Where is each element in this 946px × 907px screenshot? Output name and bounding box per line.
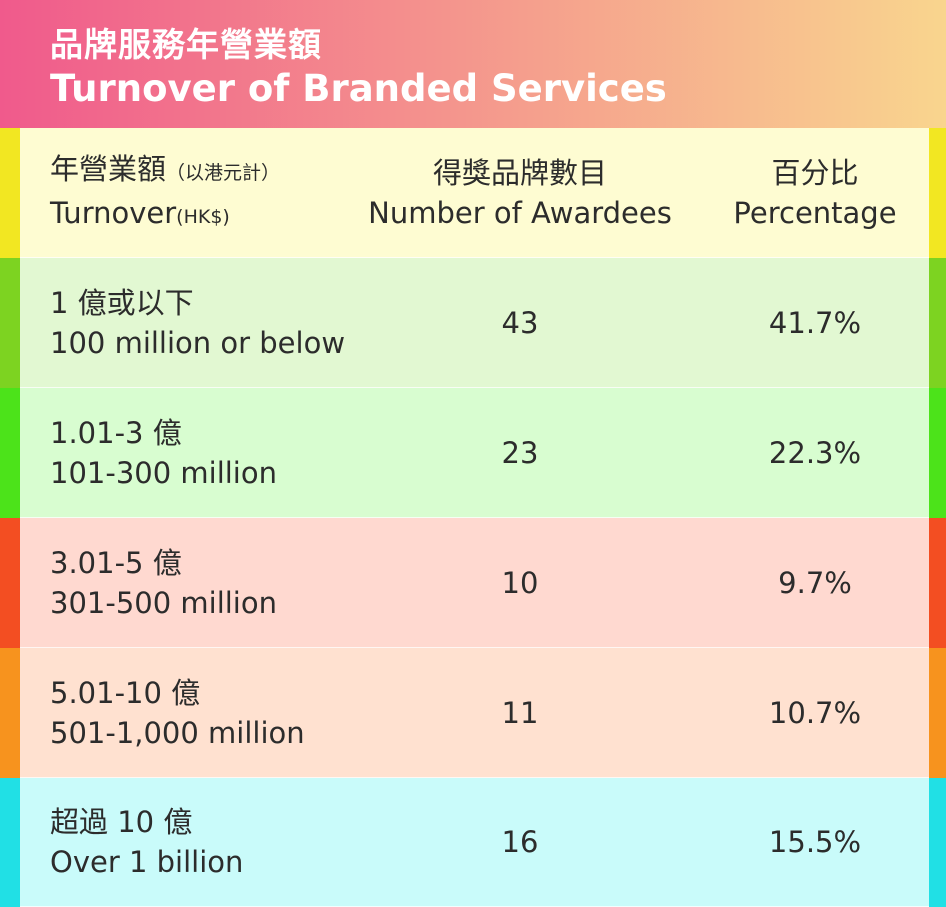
column-header-awardees: 得獎品牌數目 Number of Awardees bbox=[350, 128, 690, 257]
title-banner: 品牌服務年營業額 Turnover of Branded Services bbox=[0, 0, 946, 128]
turnover-range-zh: 超過 10 億 bbox=[50, 805, 193, 839]
turnover-range-cell: 1.01-3 億 101-300 million bbox=[50, 388, 380, 517]
table-row: 超過 10 億 Over 1 billion 16 15.5% bbox=[0, 778, 946, 907]
table-row: 1.01-3 億 101-300 million 23 22.3% bbox=[0, 388, 946, 518]
column-header-percentage-en: Percentage bbox=[733, 195, 897, 230]
turnover-range-en: 501-1,000 million bbox=[50, 715, 305, 750]
row-background: 超過 10 億 Over 1 billion 16 15.5% bbox=[20, 778, 929, 907]
title-english: Turnover of Branded Services bbox=[50, 67, 667, 110]
table-row: 1 億或以下 100 million or below 43 41.7% bbox=[0, 258, 946, 388]
awardee-count-cell: 10 bbox=[350, 518, 690, 647]
row-background: 3.01-5 億 301-500 million 10 9.7% bbox=[20, 518, 929, 648]
percentage-value: 41.7% bbox=[768, 305, 862, 340]
awardee-count: 10 bbox=[501, 565, 539, 600]
turnover-range-cell: 5.01-10 億 501-1,000 million bbox=[50, 648, 380, 777]
row-accent-left bbox=[0, 648, 20, 778]
column-header-turnover-zh-note: （以港元計） bbox=[166, 161, 281, 184]
row-background: 5.01-10 億 501-1,000 million 11 10.7% bbox=[20, 648, 929, 778]
row-accent-right bbox=[929, 518, 946, 648]
column-header-turnover-en: Turnover bbox=[50, 195, 177, 230]
awardee-count-cell: 23 bbox=[350, 388, 690, 517]
turnover-range-zh: 3.01-5 億 bbox=[50, 545, 182, 580]
row-accent-right bbox=[929, 388, 946, 518]
row-background: 1.01-3 億 101-300 million 23 22.3% bbox=[20, 388, 929, 518]
turnover-range-cell: 1 億或以下 100 million or below bbox=[50, 258, 380, 387]
column-header-percentage: 百分比 Percentage bbox=[700, 128, 930, 257]
awardee-count: 11 bbox=[501, 695, 539, 730]
row-accent-right bbox=[929, 128, 946, 258]
turnover-range-cell: 超過 10 億 Over 1 billion bbox=[50, 778, 380, 906]
turnover-range-en: 101-300 million bbox=[50, 455, 277, 490]
row-accent-left bbox=[0, 128, 20, 258]
column-header-awardees-zh: 得獎品牌數目 bbox=[432, 155, 607, 190]
percentage-cell: 22.3% bbox=[700, 388, 930, 517]
awardee-count: 43 bbox=[501, 305, 539, 340]
column-header-turnover-en-note: (HK$) bbox=[176, 205, 230, 228]
table-row: 5.01-10 億 501-1,000 million 11 10.7% bbox=[0, 648, 946, 778]
awardee-count: 23 bbox=[501, 435, 539, 470]
row-accent-left bbox=[0, 258, 20, 388]
row-accent-left bbox=[0, 518, 20, 648]
column-header-turnover-zh: 年營業額 bbox=[50, 151, 167, 186]
column-header-awardees-en: Number of Awardees bbox=[368, 195, 672, 230]
turnover-range-zh: 5.01-10 億 bbox=[50, 675, 201, 710]
percentage-cell: 41.7% bbox=[700, 258, 930, 387]
percentage-value: 22.3% bbox=[768, 435, 862, 470]
row-accent-right bbox=[929, 258, 946, 388]
percentage-value: 15.5% bbox=[768, 825, 862, 859]
table-header-row: 年營業額（以港元計） Turnover(HK$) 得獎品牌數目 Number o… bbox=[0, 128, 946, 258]
table-row: 3.01-5 億 301-500 million 10 9.7% bbox=[0, 518, 946, 648]
row-background: 1 億或以下 100 million or below 43 41.7% bbox=[20, 258, 929, 388]
row-accent-left bbox=[0, 778, 20, 907]
title-chinese: 品牌服務年營業額 bbox=[50, 25, 322, 64]
percentage-value: 10.7% bbox=[768, 695, 862, 730]
turnover-range-en: 100 million or below bbox=[50, 325, 346, 360]
column-header-percentage-zh: 百分比 bbox=[771, 155, 859, 190]
percentage-cell: 15.5% bbox=[700, 778, 930, 906]
awardee-count-cell: 43 bbox=[350, 258, 690, 387]
row-background: 年營業額（以港元計） Turnover(HK$) 得獎品牌數目 Number o… bbox=[20, 128, 929, 258]
column-header-turnover: 年營業額（以港元計） Turnover(HK$) bbox=[50, 128, 380, 257]
row-accent-right bbox=[929, 648, 946, 778]
percentage-cell: 9.7% bbox=[700, 518, 930, 647]
percentage-cell: 10.7% bbox=[700, 648, 930, 777]
percentage-value: 9.7% bbox=[778, 565, 852, 600]
row-accent-right bbox=[929, 778, 946, 907]
awardee-count: 16 bbox=[501, 825, 539, 859]
turnover-range-cell: 3.01-5 億 301-500 million bbox=[50, 518, 380, 647]
awardee-count-cell: 16 bbox=[350, 778, 690, 906]
turnover-range-zh: 1.01-3 億 bbox=[50, 415, 182, 450]
turnover-range-en: 301-500 million bbox=[50, 585, 277, 620]
turnover-range-en: Over 1 billion bbox=[50, 845, 244, 879]
turnover-range-zh: 1 億或以下 bbox=[50, 285, 194, 320]
awardee-count-cell: 11 bbox=[350, 648, 690, 777]
row-accent-left bbox=[0, 388, 20, 518]
